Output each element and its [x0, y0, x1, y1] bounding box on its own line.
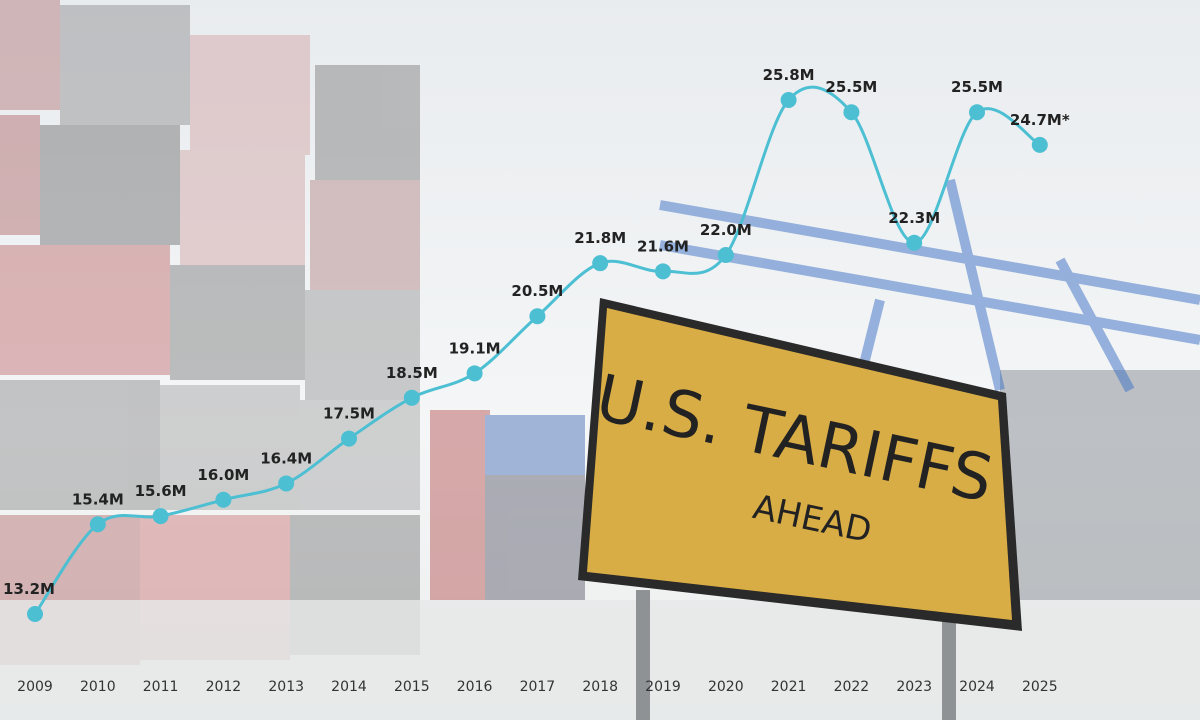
x-tick-label: 2009: [17, 679, 53, 695]
x-tick-label: 2012: [206, 679, 242, 695]
x-tick-label: 2022: [834, 679, 870, 695]
point: [403, 389, 420, 406]
point: [215, 491, 232, 508]
x-tick-label: 2010: [80, 679, 116, 695]
value-label: 16.4M: [260, 449, 312, 467]
x-tick-label: 2013: [268, 679, 304, 695]
point: [341, 430, 357, 447]
value-label: 19.1M: [449, 339, 501, 357]
value-label: 15.4M: [72, 490, 124, 508]
containers-middle: [430, 370, 1200, 600]
value-label: 21.8M: [574, 229, 626, 247]
point: [89, 516, 106, 533]
value-label: 20.5M: [511, 282, 563, 300]
x-tick-label: 2017: [520, 679, 556, 695]
x-tick-label: 2014: [331, 679, 367, 695]
point: [466, 365, 483, 382]
value-label: 16.0M: [197, 466, 249, 484]
point: [780, 92, 797, 108]
point: [1031, 136, 1048, 153]
value-label: 24.7M*: [1010, 111, 1070, 129]
x-tick-label: 2016: [457, 679, 493, 695]
value-label: 25.5M: [951, 78, 1003, 96]
x-tick-label: 2018: [582, 679, 618, 695]
value-label: 17.5M: [323, 405, 375, 423]
point: [906, 234, 923, 251]
point: [843, 104, 860, 121]
crane: [659, 178, 1200, 393]
x-tick-label: 2019: [645, 679, 681, 695]
value-label: 25.8M: [763, 66, 815, 84]
x-tick-label: 2025: [1022, 679, 1058, 695]
value-label: 22.3M: [888, 209, 940, 227]
x-tick-label: 2015: [394, 679, 430, 695]
point: [152, 508, 169, 525]
x-tick-label: 2021: [771, 679, 807, 695]
point: [969, 104, 985, 121]
x-tick-label: 2011: [143, 679, 179, 695]
x-tick-label: 2023: [896, 679, 932, 695]
point: [592, 255, 609, 272]
value-label: 21.6M: [637, 237, 689, 255]
value-label: 15.6M: [135, 482, 187, 500]
sign: U.S. TARIFFS AHEAD: [578, 298, 1022, 720]
containers-left: [0, 0, 420, 665]
line: [33, 85, 1041, 615]
point: [27, 606, 43, 622]
x-tick-label: 2020: [708, 679, 744, 695]
value-label: 13.2M: [3, 580, 55, 598]
point: [717, 247, 734, 264]
value-label: 18.5M: [386, 364, 438, 382]
point: [278, 475, 295, 492]
point: [655, 263, 671, 280]
value-label: 22.0M: [700, 221, 752, 239]
point: [529, 308, 546, 325]
x-tick-label: 2024: [959, 679, 995, 695]
value-label: 25.5M: [825, 78, 877, 96]
